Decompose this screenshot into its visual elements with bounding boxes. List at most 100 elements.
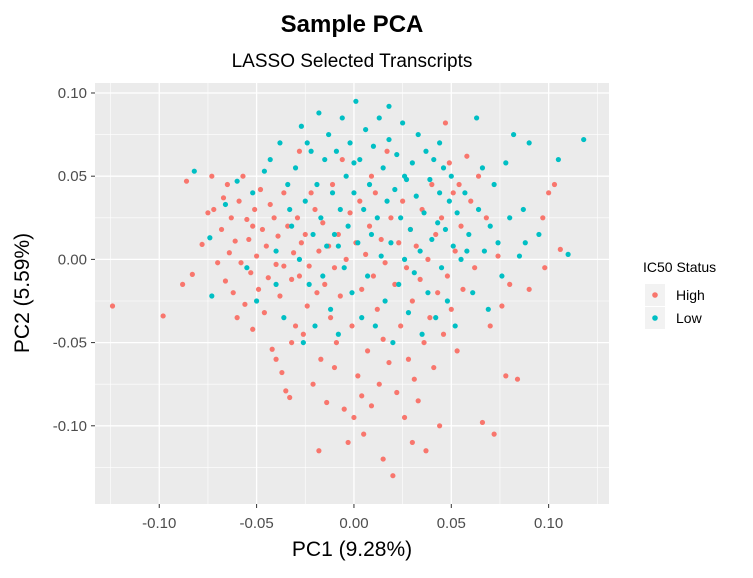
data-point-high [271,215,277,221]
data-point-low [507,215,513,221]
data-point-high [349,323,355,329]
data-point-high [456,181,462,188]
data-point-high [211,206,217,213]
data-point-low [207,235,213,241]
data-point-low [503,160,509,166]
data-point-high [308,190,314,196]
data-point-low [384,198,390,204]
data-point-low [250,190,256,196]
data-point-high [440,331,447,337]
data-point-low [485,306,491,312]
data-point-low [388,240,394,246]
data-point-low [353,98,359,104]
data-point-high [372,190,378,196]
data-point-high [394,389,400,396]
data-point-high [244,216,250,223]
data-point-high [254,253,260,259]
data-point-high [240,173,246,179]
data-point-low [425,290,431,296]
data-point-high [386,359,392,366]
data-point-low [343,173,349,179]
data-point-low [396,281,402,287]
data-point-low [300,339,306,346]
data-point-high [431,364,437,371]
data-point-high [281,190,287,196]
data-point-high [388,215,394,221]
data-point-low [581,136,587,143]
data-point-low [435,220,441,226]
minor-gridlines [95,83,609,504]
data-point-low [261,168,267,174]
data-point-low [438,265,445,271]
y-axis-label: PC2 (5.59%) [11,233,34,353]
data-point-high [250,326,256,332]
data-point-high [507,281,513,287]
data-point-low [376,115,382,121]
data-point-high [446,160,452,166]
data-point-high [413,243,419,249]
data-point-low [390,339,396,346]
data-point-high [283,388,289,394]
y-tick-label: -0.05 [53,335,87,352]
data-point-low [370,143,377,149]
x-tick-label: -0.05 [239,515,273,532]
data-point-low [431,156,437,163]
data-point-high [259,226,266,233]
data-point-low [429,236,435,243]
x-tick-label: 0.00 [339,515,368,532]
data-point-high [475,173,482,179]
data-point-low [440,165,447,171]
data-point-high [359,286,365,292]
y-tick-label: 0.00 [58,251,87,268]
data-point-high [472,265,478,271]
data-point-low [446,198,452,204]
data-point-high [433,231,439,238]
data-point-high [368,173,375,179]
data-point-low [244,265,250,271]
data-point-low [285,181,291,188]
data-point-low [380,165,386,171]
data-point-high [316,448,322,454]
data-point-high [382,260,388,266]
data-point-high [265,275,271,281]
data-point-high [222,278,229,284]
data-point-high [279,369,285,376]
data-point-high [318,356,324,362]
data-point-high [285,223,291,229]
data-point-high [380,456,386,462]
legend-label-low: Low [676,310,703,326]
data-point-high [238,260,244,266]
data-point-low [386,103,392,109]
data-point-low [475,206,482,213]
data-point-high [331,265,338,271]
x-axis: -0.10 -0.05 0.00 0.05 0.10 [142,504,563,532]
data-point-high [341,406,347,412]
data-point-low [417,248,423,254]
data-point-high [273,356,279,362]
data-point-high [160,313,166,319]
data-point-high [452,248,458,254]
y-axis: -0.10 -0.05 0.00 0.05 0.10 [53,85,95,435]
data-point-high [263,243,269,249]
data-point-high [287,394,293,401]
data-point-low [337,206,343,213]
data-point-low [487,223,493,229]
data-point-high [495,253,501,259]
data-point-high [380,336,386,342]
data-point-high [526,286,532,292]
data-point-low [331,231,338,238]
data-point-high [230,290,236,296]
data-point-high [218,226,225,233]
data-point-low [273,248,279,254]
data-point-low [536,231,542,238]
data-point-low [401,256,408,262]
data-point-high [347,210,353,216]
data-point-high [542,265,548,271]
data-point-high [275,233,281,239]
data-point-high [396,240,402,246]
legend-title: IC50 Status [643,259,716,275]
data-point-low [310,231,316,238]
data-point-low [526,140,532,146]
data-point-high [337,293,343,299]
